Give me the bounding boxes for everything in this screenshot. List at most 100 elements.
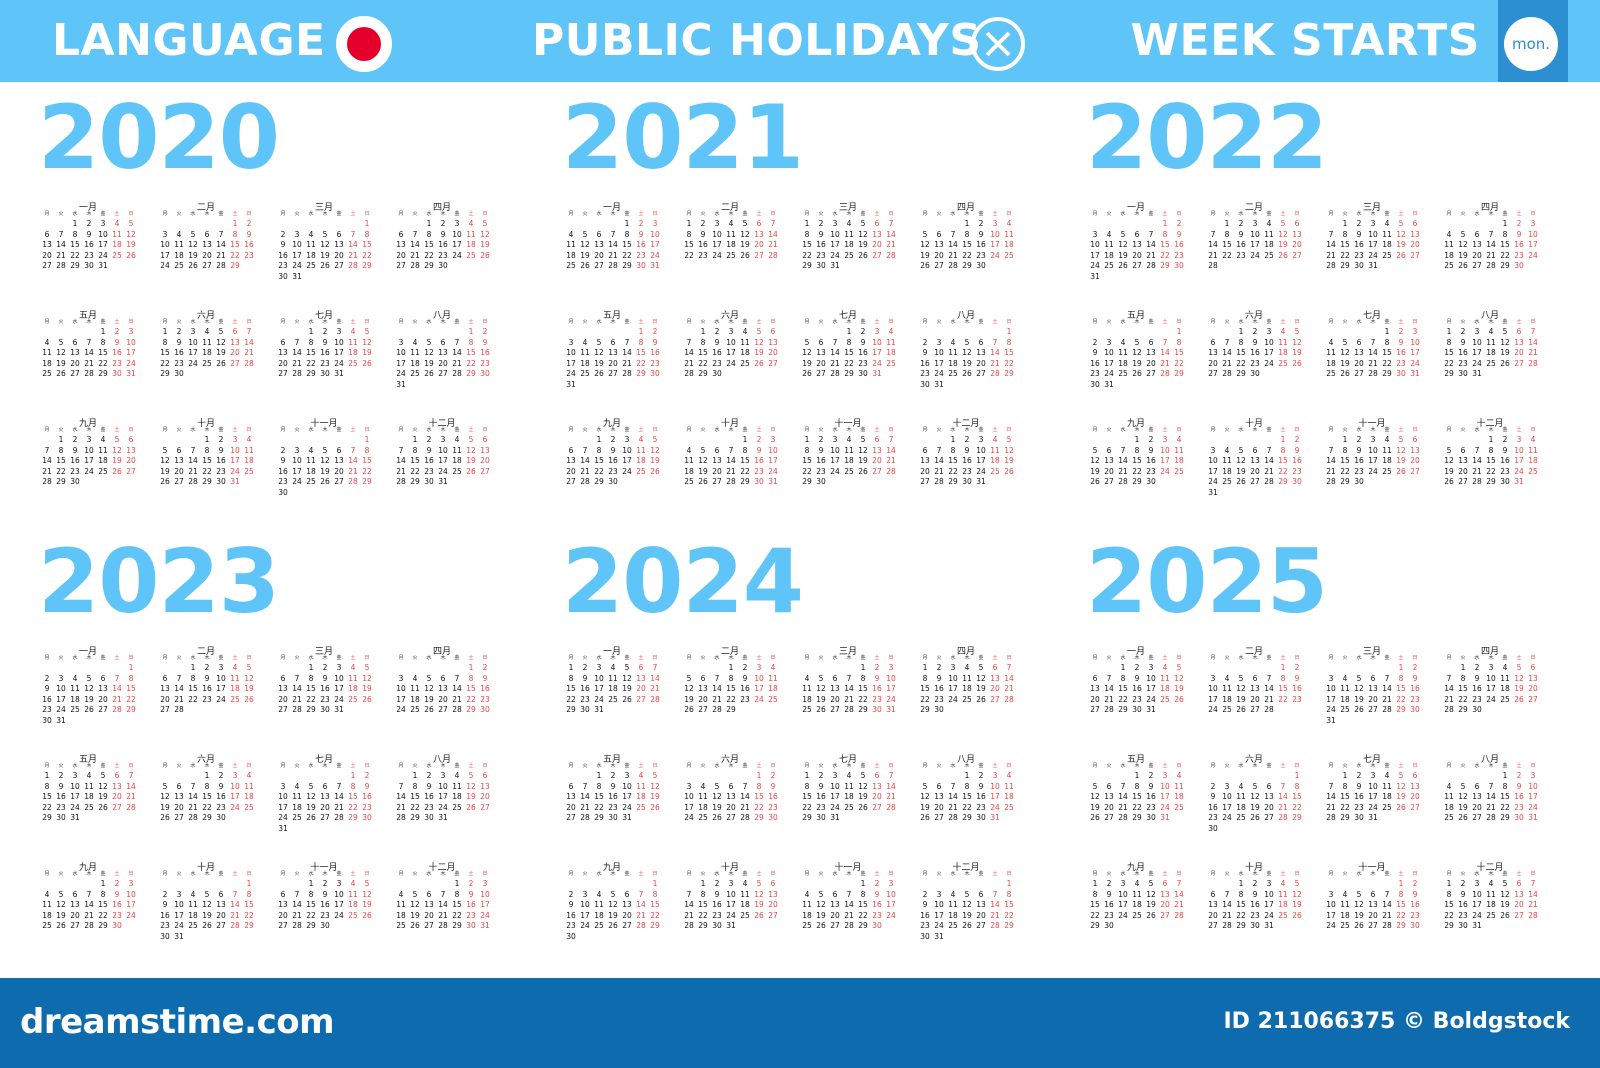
day-cell: 5: [860, 435, 866, 444]
weekday-header: 土: [114, 871, 120, 877]
day-cell: 11: [174, 240, 184, 249]
month-calendar: 二月月火水木金土日 1 2 3 4 5 6 7 8 9 10 11 12 13 14 15 16 17 18 19 20…: [682, 644, 778, 734]
day-cell: 7: [582, 445, 588, 455]
month-calendar: 七月月火水木金土日 1 2 3 4 5 6 7 8 9 10 11 12 13 14 15 16 17 18 19 20…: [1324, 308, 1420, 398]
day-cell: 31: [1472, 921, 1482, 930]
day-cell: 6: [114, 771, 120, 780]
day-cell: 9: [714, 337, 720, 347]
day-cell: 22: [452, 910, 462, 920]
weekday-header: 月: [1446, 319, 1452, 325]
day-cell: 16: [768, 792, 778, 801]
weekday-header: 金: [454, 763, 460, 769]
day-cell: 20: [976, 358, 986, 368]
day-cell: 2: [1502, 435, 1508, 444]
weekday-header: 水: [714, 655, 720, 661]
day-cell: 20: [202, 250, 212, 260]
day-cell: 6: [280, 673, 286, 683]
month-calendar: 十二月月火水木金土日 1 2 3 4 5 6 7 8 9 10 11 12 13 14 15 16 17 18 19 2…: [918, 416, 1014, 506]
day-cell: 4: [294, 781, 300, 791]
weekday-header: 火: [1342, 319, 1348, 325]
day-cell: 28: [1174, 910, 1184, 920]
day-cell: 31: [726, 921, 736, 930]
day-cell: 8: [1384, 337, 1390, 347]
weekday-header: 土: [468, 427, 474, 433]
day-cell: 29: [698, 921, 708, 930]
day-cell: 31: [126, 369, 136, 378]
day-cell: 7: [398, 445, 404, 455]
day-cell: 15: [844, 348, 854, 357]
day-cell: 13: [1472, 240, 1482, 249]
day-cell: 31: [1208, 487, 1218, 497]
day-cell: 18: [410, 358, 420, 368]
day-cell: 26: [362, 694, 372, 704]
day-cell: 19: [816, 910, 826, 920]
day-cell: 1: [1120, 663, 1126, 672]
day-cell: 20: [1472, 250, 1482, 260]
day-cell: 18: [348, 684, 358, 693]
day-cell: 1: [128, 663, 134, 672]
day-cell: 10: [1528, 781, 1538, 791]
day-cell: 12: [466, 781, 476, 791]
day-cell: 17: [1486, 684, 1496, 693]
day-cell: 21: [1486, 250, 1496, 260]
month-name: 四月: [1480, 203, 1499, 213]
day-cell: 17: [754, 684, 764, 693]
month-name: 六月: [1244, 755, 1263, 765]
day-cell: 29: [424, 261, 434, 270]
day-cell: 14: [1160, 348, 1170, 357]
day-cell: 16: [1174, 240, 1184, 249]
day-cell: 13: [438, 684, 448, 693]
day-cell: 9: [1106, 889, 1112, 899]
day-cell: 29: [466, 705, 476, 714]
day-cell: 22: [1278, 694, 1288, 704]
weekday-header: 日: [1006, 427, 1012, 433]
weekday-header: 火: [582, 427, 588, 433]
day-cell: 2: [770, 771, 776, 780]
day-cell: 8: [1006, 889, 1012, 899]
day-cell: 24: [334, 694, 344, 704]
day-cell: 7: [218, 229, 224, 239]
day-cell: 4: [72, 673, 78, 683]
day-cell: 28: [334, 813, 344, 822]
day-cell: 10: [438, 445, 448, 455]
day-cell: 12: [698, 456, 708, 465]
day-cell: 26: [712, 813, 722, 822]
day-cell: 25: [410, 369, 420, 378]
day-cell: 11: [306, 456, 316, 465]
day-cell: 10: [84, 445, 94, 455]
day-cell: 21: [768, 240, 778, 249]
weekday-header: 木: [1252, 763, 1258, 769]
day-cell: 6: [1162, 879, 1168, 888]
weekday-header: 木: [1252, 655, 1258, 661]
month-name: 八月: [1480, 755, 1499, 765]
day-cell: 13: [636, 673, 646, 683]
weekday-header: 月: [922, 211, 928, 217]
day-cell: 13: [830, 900, 840, 909]
day-cell: 24: [768, 466, 778, 476]
day-cell: 3: [568, 337, 574, 347]
day-cell: 25: [802, 921, 812, 930]
day-cell: 18: [292, 802, 302, 812]
day-cell: 28: [1222, 369, 1232, 378]
day-cell: 24: [1410, 358, 1420, 368]
weekday-header: 月: [44, 211, 50, 217]
weekday-header: 日: [364, 211, 370, 217]
day-cell: 4: [1342, 889, 1348, 899]
day-cell: 17: [396, 358, 406, 368]
day-cell: 27: [976, 921, 986, 930]
day-cell: 28: [844, 705, 854, 714]
day-cell: 25: [1264, 250, 1274, 260]
day-cell: 10: [438, 781, 448, 791]
day-cell: 13: [1104, 456, 1114, 465]
day-cell: 12: [1444, 456, 1454, 465]
day-cell: 3: [232, 771, 238, 780]
day-cell: 12: [962, 900, 972, 909]
weekday-header: 月: [162, 655, 168, 661]
day-cell: 10: [594, 673, 604, 683]
day-cell: 15: [230, 240, 240, 249]
day-cell: 16: [1250, 348, 1260, 357]
weekday-header: 水: [714, 427, 720, 433]
day-cell: 10: [830, 781, 840, 791]
day-cell: 14: [1326, 456, 1336, 465]
weekday-header: 火: [700, 211, 706, 217]
